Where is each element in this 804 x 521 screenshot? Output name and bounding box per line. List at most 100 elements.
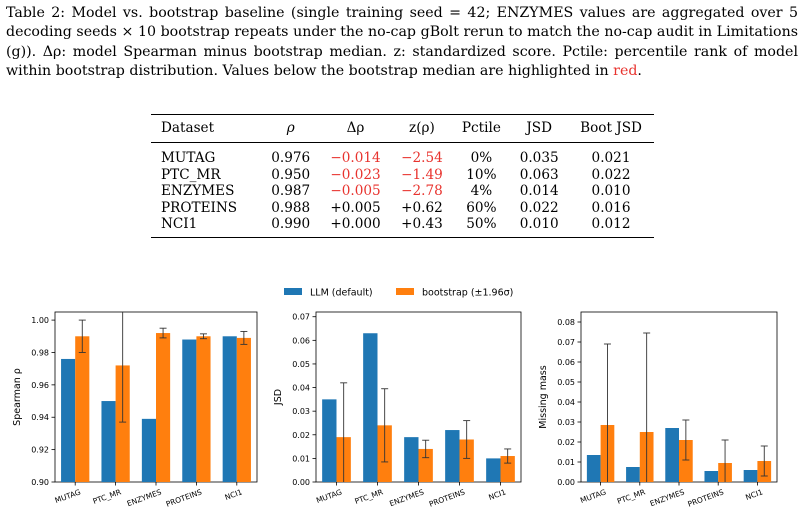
cell-jsd: 0.010: [510, 216, 569, 238]
panel-1-bar-bootstrap: [156, 333, 171, 482]
panel-2-x-tick-label: PTC_MR: [354, 487, 385, 505]
panel-3-x-tick-label: NCI1: [744, 487, 764, 502]
panel-3-y-tick-label: 0.02: [557, 438, 575, 447]
caption-highlight-word: red: [613, 62, 638, 79]
cell-z: −1.49: [401, 166, 443, 183]
panel-2-bar-bootstrap: [418, 448, 433, 482]
cell-jsd: 0.063: [519, 166, 559, 183]
panel-2-y-tick-label: 0.01: [292, 454, 310, 463]
panel-3-y-tick-label: 0.01: [557, 458, 575, 467]
panel-1-y-tick-label: 0.92: [31, 446, 49, 455]
header-jsd: JSD: [510, 114, 569, 143]
table-caption: Table 2: Model vs. bootstrap baseline (s…: [6, 4, 798, 81]
table-row: MUTAG 0.976 −0.014 −2.54 0% 0.035 0.021: [151, 143, 654, 167]
cell-delta-rho: +0.005: [330, 199, 381, 216]
header-z: z(ρ): [391, 114, 453, 143]
cell-z: +0.43: [391, 216, 453, 238]
panel-3-x-tick-label: MUTAG: [579, 487, 607, 505]
panel-3-y-tick-label: 0.07: [557, 338, 575, 347]
cell-rho: 0.987: [271, 183, 311, 199]
cell-pctile: 50%: [452, 216, 511, 238]
header-rho: ρ: [261, 114, 320, 143]
legend-llm-label: LLM (default): [310, 288, 373, 299]
cell-delta-rho: +0.000: [319, 216, 392, 238]
panel-3-y-tick-label: 0.06: [557, 358, 575, 367]
panel-1-y-axis-label: Spearman ρ: [12, 368, 23, 426]
panel-3-x-tick-label: PTC_MR: [616, 487, 647, 505]
cell-dataset: PROTEINS: [161, 199, 238, 216]
cell-pctile: 0%: [470, 150, 493, 166]
panel-1-y-tick-label: 1.00: [31, 316, 49, 325]
results-table: Dataset ρ Δρ z(ρ) Pctile JSD Boot JSD MU…: [151, 114, 654, 238]
panel-1-y-tick-label: 0.96: [31, 381, 49, 390]
panel-2-bar-llm: [404, 437, 419, 482]
panel-2-bar-llm: [445, 430, 460, 482]
header-pctile: Pctile: [452, 114, 511, 143]
cell-z: +0.62: [401, 199, 443, 216]
panel-1-y-tick-label: 0.94: [31, 413, 49, 422]
cell-rho: 0.988: [271, 199, 311, 216]
cell-pctile: 60%: [466, 199, 497, 216]
table-row: PROTEINS 0.988 +0.005 +0.62 60% 0.022 0.016: [151, 200, 654, 217]
panel-3-y-tick-label: 0.05: [557, 378, 575, 387]
panel-3-y-tick-label: 0.08: [557, 318, 575, 327]
legend-llm-swatch: [284, 288, 302, 295]
panel-3-y-tick-label: 0.00: [557, 478, 575, 487]
panel-1-bar-llm: [101, 401, 116, 482]
panel-2-y-tick-label: 0.06: [292, 336, 310, 345]
panel-3-x-tick-label: PROTEINS: [687, 487, 726, 508]
panel-3-bar-llm: [743, 470, 758, 482]
cell-dataset: PTC_MR: [161, 166, 221, 183]
panel-2-bar-bootstrap: [459, 439, 474, 482]
caption-text: Table 2: Model vs. bootstrap baseline (s…: [6, 5, 798, 79]
table-row: NCI1 0.990 +0.000 +0.43 50% 0.010 0.012: [151, 216, 654, 238]
panel-3-y-tick-label: 0.04: [557, 398, 575, 407]
cell-boot-jsd: 0.021: [591, 150, 631, 166]
panel-1-y-tick-label: 0.98: [31, 348, 49, 357]
panel-2-bar-llm: [486, 458, 501, 482]
cell-z: −2.54: [401, 150, 443, 166]
panel-2-x-tick-label: PROTEINS: [428, 487, 467, 508]
table-row: ENZYMES 0.987 −0.005 −2.78 4% 0.014 0.010: [151, 183, 654, 200]
cell-jsd: 0.035: [519, 150, 559, 166]
cell-delta-rho: −0.014: [330, 150, 381, 166]
panel-1-x-tick-label: ENZYMES: [126, 487, 163, 508]
panel-1-x-tick-label: MUTAG: [54, 487, 82, 505]
panel-3-bar-llm: [665, 428, 679, 482]
panel-1-bar-bootstrap: [115, 365, 130, 482]
panel-2-y-tick-label: 0.02: [292, 431, 310, 440]
panel-2-y-tick-label: 0.00: [292, 478, 310, 487]
panel-2-y-axis-label: JSD: [273, 389, 284, 406]
panel-1-y-tick-label: 0.90: [31, 478, 49, 487]
panel-2-bar-llm: [363, 333, 378, 482]
table-row: PTC_MR 0.950 −0.023 −1.49 10% 0.063 0.022: [151, 167, 654, 184]
cell-z: −2.78: [401, 183, 443, 199]
panel-3-y-tick-label: 0.03: [557, 418, 575, 427]
cell-boot-jsd: 0.022: [591, 166, 631, 183]
table-header-row: Dataset ρ Δρ z(ρ) Pctile JSD Boot JSD: [151, 114, 654, 143]
cell-jsd: 0.014: [519, 183, 559, 199]
panel-2-bar-bootstrap: [500, 456, 515, 482]
panel-2-x-tick-label: MUTAG: [315, 487, 343, 505]
caption-end: .: [637, 62, 642, 79]
cell-dataset: MUTAG: [161, 150, 216, 166]
panel-2-y-tick-label: 0.07: [292, 313, 310, 322]
cell-dataset: ENZYMES: [161, 183, 235, 199]
header-delta-rho: Δρ: [319, 114, 392, 143]
panel-1-bar-llm: [141, 418, 156, 482]
panel-2-y-tick-label: 0.04: [292, 384, 310, 393]
panel-1-bar-bootstrap: [75, 336, 90, 482]
panel-3-bar-llm: [626, 467, 640, 482]
cell-rho: 0.950: [271, 166, 311, 183]
cell-delta-rho: −0.005: [330, 183, 381, 199]
header-boot-jsd: Boot JSD: [568, 114, 654, 143]
cell-dataset: NCI1: [151, 216, 262, 238]
panel-1-x-tick-label: PROTEINS: [165, 487, 204, 508]
header-dataset: Dataset: [151, 114, 262, 143]
cell-jsd: 0.022: [519, 199, 559, 216]
panel-2-x-tick-label: NCI1: [487, 487, 507, 502]
panel-3-bar-bootstrap: [679, 440, 693, 482]
panel-1-bar-bootstrap: [236, 337, 251, 482]
cell-boot-jsd: 0.016: [591, 199, 631, 216]
panel-1-bar-bootstrap: [196, 336, 211, 482]
